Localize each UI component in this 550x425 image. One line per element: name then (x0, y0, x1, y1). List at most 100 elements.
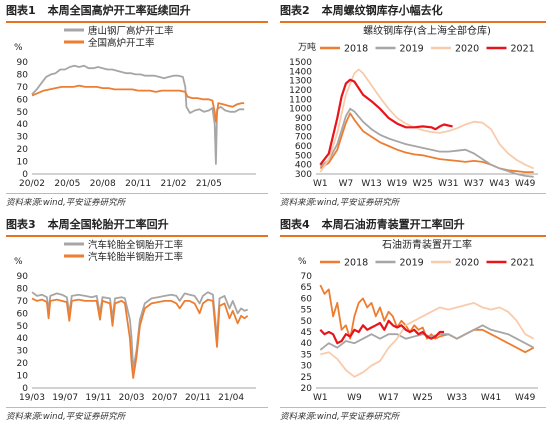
panel-header: 图表3 本周全国轮胎开工率回升 (6, 214, 169, 232)
chart-title: 螺纹钢库存(含上海全部仓库) (363, 24, 491, 37)
x-tick-label: 21/04 (218, 393, 244, 403)
series-line-3 (319, 78, 453, 166)
y-tick-label: 55 (301, 306, 312, 316)
x-tick-label: 19/03 (19, 393, 45, 403)
y-tick-label: 30 (17, 347, 29, 357)
y-tick-label: 900 (295, 114, 312, 124)
y-tick-label: 80 (17, 70, 29, 80)
header-rule (280, 235, 546, 237)
y-tick-label: 700 (295, 133, 312, 143)
source-note: 资料来源:wind,平安证券研究所 (280, 412, 400, 422)
y-tick-label: 0 (22, 170, 28, 180)
y-tick-label: 1500 (289, 58, 312, 68)
y-tick-label: 60 (17, 309, 29, 319)
y-axis-unit: 万吨 (298, 41, 316, 53)
y-tick-label: 60 (301, 294, 313, 304)
x-tick-label: 19/11 (85, 393, 111, 403)
y-tick-label: 500 (295, 151, 312, 161)
legend-label: 2020 (455, 44, 479, 55)
y-tick-label: 50 (17, 322, 29, 332)
y-tick-label: 70 (17, 83, 29, 93)
figure-title: 本周石油沥青装置开工率回升 (321, 218, 465, 231)
y-tick-label: 40 (17, 120, 29, 130)
x-tick-label: W49 (515, 179, 536, 189)
panel-header: 图表2 本周螺纹钢库存小幅去化 (280, 0, 443, 18)
y-tick-label: 30 (17, 133, 29, 143)
x-tick-label: W13 (361, 179, 381, 189)
chart-rebar-inventory: 万吨 螺纹钢库存(含上海全部仓库) 300400500600700800900100… (289, 24, 538, 189)
y-tick-label: 600 (295, 142, 312, 152)
legend-label: 全国高炉开工率 (88, 37, 155, 49)
chart-title: 石油沥青装置开工率 (382, 238, 472, 251)
y-tick-label: 70 (301, 272, 313, 282)
x-tick-label: 20/11 (185, 393, 211, 403)
y-tick-label: 90 (17, 272, 29, 282)
x-tick-label: 20/08 (90, 179, 116, 189)
y-tick-label: 1300 (289, 77, 312, 87)
figure-number: 图表2 (280, 4, 310, 17)
x-tick-label: 21/02 (161, 179, 187, 189)
y-tick-label: 30 (301, 362, 313, 372)
series-line-0 (319, 284, 535, 354)
y-axis-unit: % (298, 257, 307, 267)
panel-1: 图表1 本周全国高炉开工率延续回升 % 0 10 20 30 40 50 60 70 80 90 20… (6, 0, 268, 212)
source-rule (280, 407, 546, 408)
chart-blast-furnace: % 0 10 20 30 40 50 60 70 80 90 20/02 20/05 20/08 20/11… (14, 25, 256, 189)
y-tick-label: 1400 (289, 67, 312, 77)
y-tick-label: 50 (17, 108, 29, 118)
series-line-0 (31, 64, 245, 165)
y-tick-label: 45 (301, 328, 312, 338)
y-tick-label: 0 (22, 384, 28, 394)
legend-label: 2021 (511, 44, 535, 55)
figure-number: 图表4 (280, 218, 310, 231)
x-tick-label: W1 (313, 179, 328, 189)
legend-label: 2021 (511, 258, 535, 269)
x-tick-label: W25 (413, 393, 433, 403)
y-tick-label: 90 (17, 58, 29, 68)
figure-title: 本周全国轮胎开工率回升 (47, 218, 169, 231)
panel-2: 图表2 本周螺纹钢库存小幅去化 万吨 螺纹钢库存(含上海全部仓库) 300 400 50… (280, 0, 546, 212)
y-tick-label: 35 (301, 350, 312, 360)
y-tick-label: 20 (17, 145, 29, 155)
x-tick-label: W31 (438, 179, 458, 189)
x-tick-label: W7 (339, 179, 354, 189)
x-tick-label: W37 (464, 179, 484, 189)
x-tick-label: 20/07 (152, 393, 178, 403)
y-tick-label: 40 (301, 339, 313, 349)
x-tick-label: W1 (313, 393, 328, 403)
header-rule (280, 21, 546, 23)
panel-header: 图表4 本周石油沥青装置开工率回升 (280, 214, 465, 232)
x-tick-label: 20/02 (19, 179, 45, 189)
x-tick-label: W19 (387, 179, 408, 189)
y-tick-label: 70 (17, 297, 29, 307)
legend-label: 汽车轮胎全钢胎开工率 (88, 239, 184, 251)
series-line-1 (319, 107, 534, 178)
x-tick-label: W17 (378, 393, 398, 403)
legend-label: 2019 (400, 44, 424, 55)
chart-tire: % 0 10 20 30 40 50 60 70 80 90 19/03 19/07 19/11 20/03… (14, 239, 256, 403)
x-tick-label: W9 (347, 393, 362, 403)
x-tick-label: 20/03 (119, 393, 145, 403)
source-note: 资料来源:wind,平安证券研究所 (6, 198, 126, 208)
source-note: 资料来源:wind,平安证券研究所 (280, 198, 400, 208)
x-tick-label: W49 (515, 393, 536, 403)
series-line-0 (319, 112, 534, 173)
legend-label: 2019 (400, 258, 424, 269)
y-tick-label: 400 (295, 161, 312, 171)
y-tick-label: 20 (17, 359, 29, 369)
legend-label: 2018 (344, 44, 368, 55)
y-tick-label: 1100 (289, 95, 312, 105)
series-line-3 (319, 319, 445, 345)
y-axis-unit: % (14, 257, 23, 267)
source-rule (280, 193, 546, 194)
y-axis-unit: % (14, 43, 23, 53)
x-tick-label: 19/07 (52, 393, 78, 403)
x-tick-label: 20/05 (54, 179, 80, 189)
y-tick-label: 50 (301, 317, 313, 327)
legend-label: 唐山钢厂高炉开工率 (88, 25, 174, 37)
y-tick-label: 65 (301, 283, 312, 293)
source-rule (6, 193, 268, 194)
y-tick-label: 25 (301, 373, 312, 383)
y-tick-label: 1200 (289, 86, 312, 96)
